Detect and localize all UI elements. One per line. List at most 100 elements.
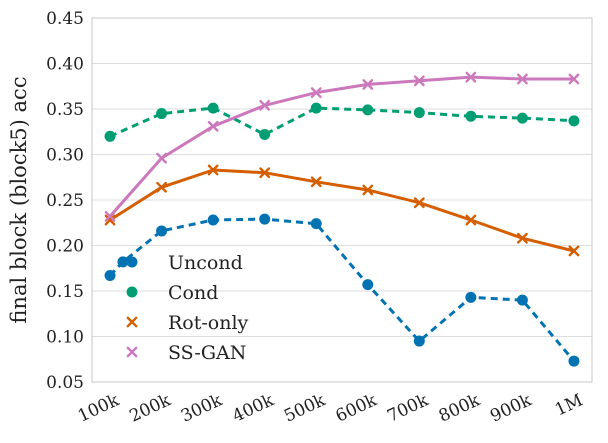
legend-marker-cond — [126, 286, 138, 298]
legend-marker-uncond — [126, 256, 138, 268]
x-tick-label: 300k — [178, 390, 226, 426]
series-line-ss-gan — [108, 75, 574, 218]
y-tick-label: 0.20 — [46, 237, 84, 257]
data-point-ss-gan — [259, 99, 271, 111]
data-point-rot-only — [104, 214, 116, 226]
data-point-rot-only — [259, 167, 271, 179]
series-group — [104, 71, 580, 367]
data-point-rot-only — [465, 214, 477, 226]
series-uncond — [104, 213, 580, 367]
data-point-cond — [465, 110, 477, 122]
data-point-uncond — [568, 355, 580, 367]
marker-stroke — [104, 214, 116, 226]
data-point-ss-gan — [413, 75, 425, 87]
marker-stroke — [413, 75, 425, 87]
y-tick-label: 0.25 — [46, 191, 84, 211]
data-point-rot-only — [156, 181, 167, 193]
legend-label-ss-gan: SS-GAN — [168, 342, 246, 364]
marker-stroke — [362, 184, 374, 196]
data-point-cond — [516, 112, 528, 124]
marker-stroke — [259, 167, 271, 179]
x-tick-label: 900k — [487, 390, 535, 426]
x-tick-label: 200k — [127, 390, 175, 426]
y-tick-label: 0.10 — [46, 328, 84, 348]
series-ss-gan — [104, 71, 580, 222]
data-point-uncond — [207, 214, 219, 226]
data-point-uncond — [104, 270, 116, 282]
data-point-ss-gan — [156, 152, 167, 164]
x-tick-labels: 100k 200k 300k 400k 500k 600k 700k 800k 900k 1M — [75, 390, 586, 426]
marker-stroke — [517, 73, 528, 85]
x-tick-label: 100k — [75, 390, 123, 426]
marker-stroke — [465, 71, 477, 83]
data-point-ss-gan — [104, 210, 116, 222]
x-tick-label: 700k — [384, 390, 432, 426]
y-tick-label: 0.30 — [46, 146, 84, 166]
data-point-cond — [413, 107, 425, 119]
data-point-rot-only — [568, 245, 580, 257]
marker-stroke — [517, 232, 528, 244]
y-tick-label: 0.40 — [46, 55, 84, 75]
marker-stroke — [207, 164, 219, 176]
series-line-uncond — [108, 217, 576, 363]
x-tick-label: 800k — [436, 390, 484, 426]
marker-stroke — [568, 245, 580, 257]
y-tick-label: 0.05 — [46, 373, 84, 393]
plot-frame — [91, 17, 593, 383]
legend-marker-rot-only — [126, 316, 138, 328]
data-point-rot-only — [517, 232, 528, 244]
series-cond — [104, 102, 580, 142]
y-axis-label: final block (block5) acc — [7, 76, 31, 323]
legend-marker-ss-gan — [126, 346, 138, 358]
data-point-uncond — [413, 335, 425, 347]
data-point-cond — [362, 104, 374, 116]
y-tick-labels: 0.05 0.10 0.15 0.20 0.25 0.30 0.35 0.40 0.45 — [46, 9, 84, 393]
series-rot-only — [104, 164, 580, 257]
data-point-uncond — [516, 294, 528, 306]
data-point-cond — [156, 108, 168, 120]
data-point-cond — [259, 128, 271, 140]
data-point-ss-gan — [568, 73, 580, 85]
marker-stroke — [413, 197, 425, 209]
data-point-uncond — [259, 213, 271, 225]
x-tick-label: 1M — [552, 390, 586, 420]
data-point-uncond — [156, 225, 168, 237]
legend-label-uncond: Uncond — [168, 252, 243, 274]
y-tick-label: 0.35 — [46, 100, 84, 120]
marker-stroke — [156, 152, 167, 164]
data-point-rot-only — [207, 164, 219, 176]
data-point-uncond — [465, 291, 477, 303]
data-point-rot-only — [310, 176, 322, 188]
legend-label-cond: Cond — [168, 282, 218, 304]
marker-stroke — [310, 87, 322, 99]
series-line-cond — [109, 106, 575, 138]
data-point-ss-gan — [362, 79, 374, 90]
data-point-uncond — [117, 256, 129, 268]
marker-stroke — [207, 120, 219, 132]
marker-stroke — [465, 214, 477, 226]
data-point-rot-only — [413, 197, 425, 209]
series-line-rot-only — [109, 168, 575, 253]
marker-stroke — [126, 316, 138, 328]
x-tick-label: 500k — [281, 390, 329, 426]
legend: Uncond Cond Rot-only SS-GAN — [126, 252, 249, 364]
marker-stroke — [568, 73, 580, 85]
data-point-ss-gan — [207, 120, 219, 132]
x-tick-label: 400k — [230, 390, 278, 426]
y-tick-label: 0.45 — [46, 9, 84, 29]
grid-lines — [92, 17, 592, 383]
data-point-ss-gan — [465, 71, 477, 83]
marker-stroke — [156, 181, 167, 193]
y-tick-label: 0.15 — [46, 282, 84, 302]
data-point-cond — [310, 102, 322, 114]
data-point-cond — [207, 102, 219, 114]
data-point-cond — [568, 115, 580, 127]
x-tick-label: 600k — [333, 390, 381, 426]
data-point-cond — [104, 130, 116, 142]
data-point-ss-gan — [310, 87, 322, 99]
marker-stroke — [104, 210, 116, 222]
marker-stroke — [259, 99, 271, 111]
legend-label-rot-only: Rot-only — [168, 312, 249, 334]
data-point-uncond — [310, 218, 322, 230]
